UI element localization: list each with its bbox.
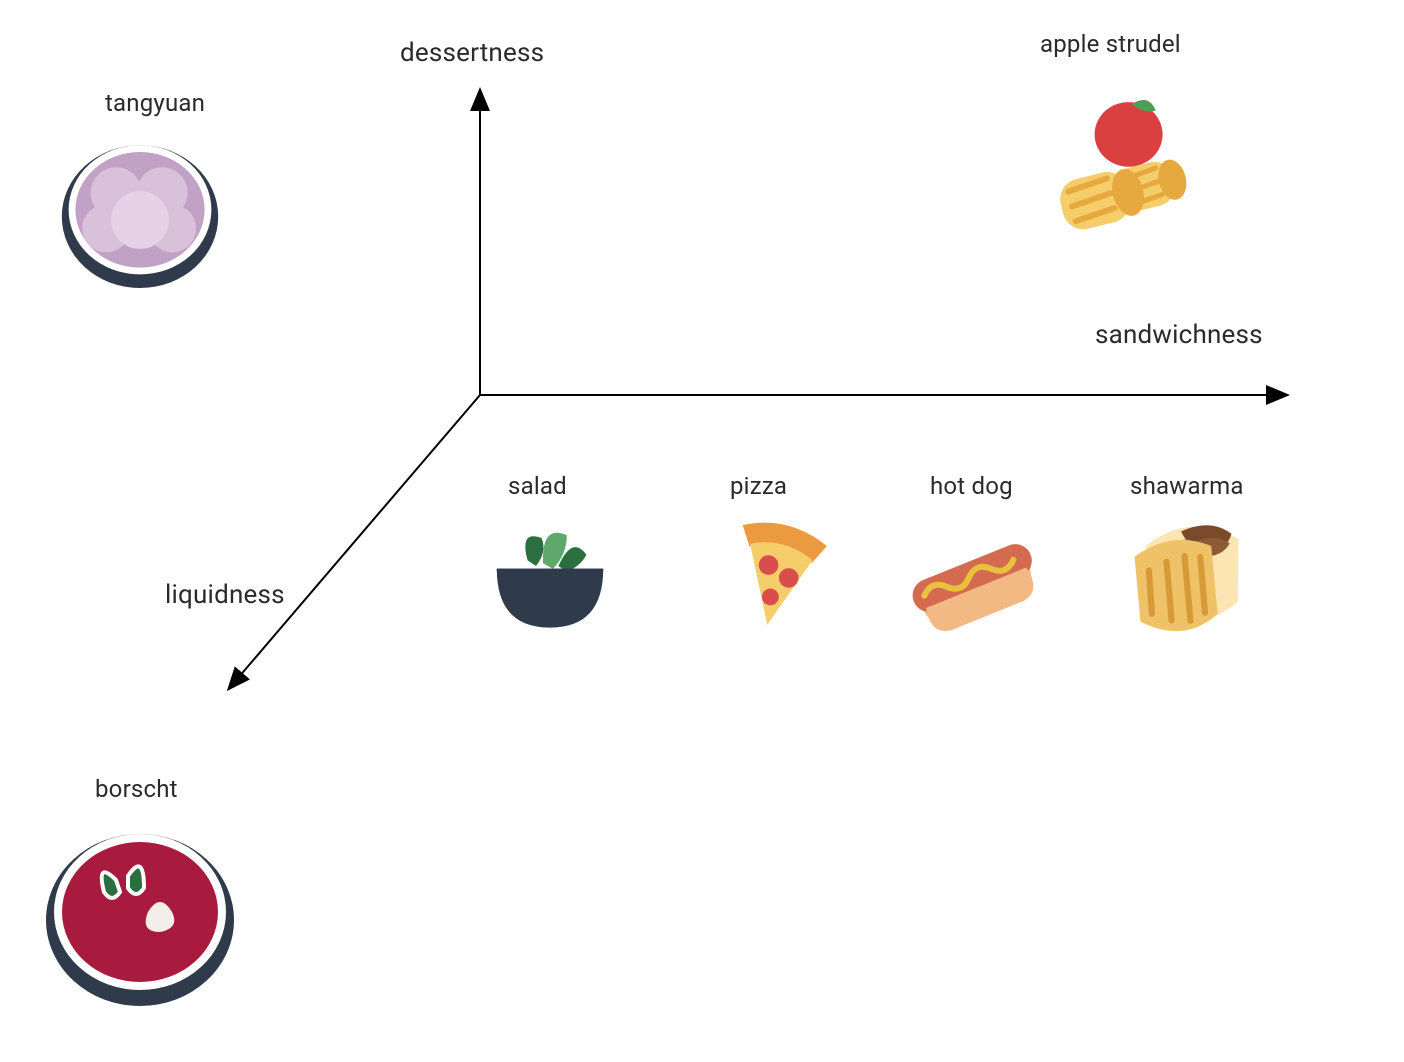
axis-label-liquidness: liquidness	[165, 580, 285, 610]
shawarma-icon	[1110, 500, 1265, 655]
label-borscht: borscht	[95, 775, 178, 803]
label-salad: salad	[508, 472, 567, 500]
tangyuan-icon	[55, 135, 225, 305]
hot-dog-icon	[900, 510, 1050, 660]
apple-strudel-icon	[1030, 80, 1200, 250]
food-3d-diagram: dessertness sandwichness liquidness tang…	[0, 0, 1404, 1062]
label-pizza: pizza	[730, 472, 787, 500]
axis-label-sandwichness: sandwichness	[1095, 320, 1263, 350]
salad-icon	[480, 510, 620, 650]
borscht-icon	[40, 820, 240, 1020]
axis-label-dessertness: dessertness	[400, 38, 544, 68]
label-hot-dog: hot dog	[930, 472, 1013, 500]
pizza-icon	[705, 505, 845, 645]
label-shawarma: shawarma	[1130, 472, 1244, 500]
label-apple-strudel: apple strudel	[1040, 30, 1181, 58]
label-tangyuan: tangyuan	[105, 89, 205, 117]
axis-liquidness	[232, 395, 480, 685]
